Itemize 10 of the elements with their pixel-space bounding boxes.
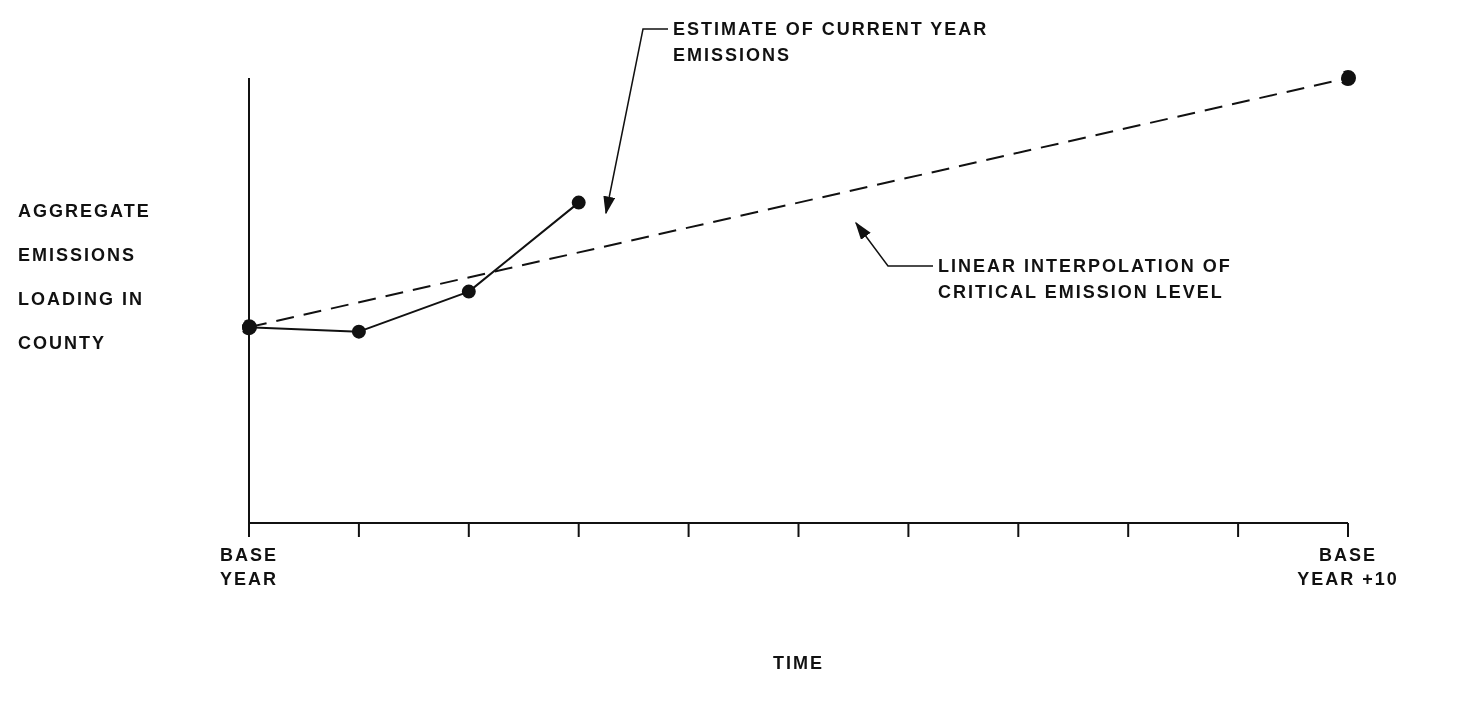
x-axis-title: TIME xyxy=(772,653,825,674)
point xyxy=(571,195,586,210)
text: ESTIMATE OF CURRENT YEAR EMISSIONS xyxy=(673,18,990,67)
x-tick-label: BASE YEAR xyxy=(219,545,279,589)
text: AGGREGATE EMISSIONS LOADING IN COUNTY xyxy=(18,201,151,354)
point xyxy=(351,324,366,339)
annotation: LINEAR INTERPOLATION OF CRITICAL EMISSION LEVEL xyxy=(938,255,1233,304)
point xyxy=(1340,70,1356,86)
x-tick-label: BASE YEAR +10 xyxy=(1297,545,1399,589)
point xyxy=(461,284,476,299)
